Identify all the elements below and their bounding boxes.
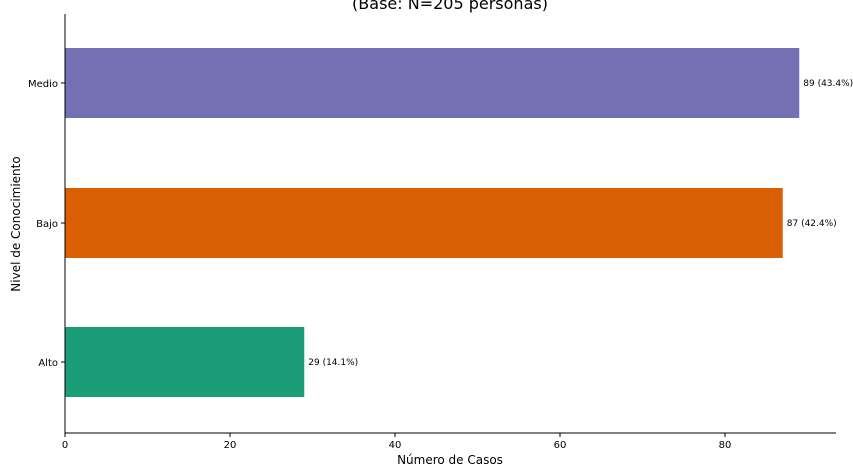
y-tick-labels: Medio Bajo Alto <box>28 79 65 369</box>
y-tick-label-alto: Alto <box>38 358 58 369</box>
x-tick-label-60: 60 <box>554 440 567 451</box>
data-label-bajo: 87 (42.4%) <box>787 219 837 229</box>
data-label-medio: 89 (43.4%) <box>803 79 853 89</box>
y-axis-label: Nivel de Conocimiento <box>9 156 23 291</box>
x-tick-label-0: 0 <box>62 440 68 451</box>
bar-bajo <box>65 188 783 258</box>
chart-title: (Base: N=205 personas) <box>352 0 548 13</box>
bars-group <box>65 48 800 397</box>
bar-medio <box>65 48 800 118</box>
y-tick-label-medio: Medio <box>28 79 58 90</box>
bar-alto <box>65 327 305 397</box>
x-axis-label: Número de Casos <box>397 453 503 464</box>
x-tick-label-40: 40 <box>389 440 402 451</box>
data-labels: 89 (43.4%) 87 (42.4%) 29 (14.1%) <box>308 79 853 368</box>
y-tick-label-bajo: Bajo <box>36 219 58 230</box>
x-tick-label-80: 80 <box>719 440 732 451</box>
x-ticks: 0 20 40 60 80 <box>62 433 732 451</box>
data-label-alto: 29 (14.1%) <box>308 358 358 368</box>
x-tick-label-20: 20 <box>224 440 237 451</box>
